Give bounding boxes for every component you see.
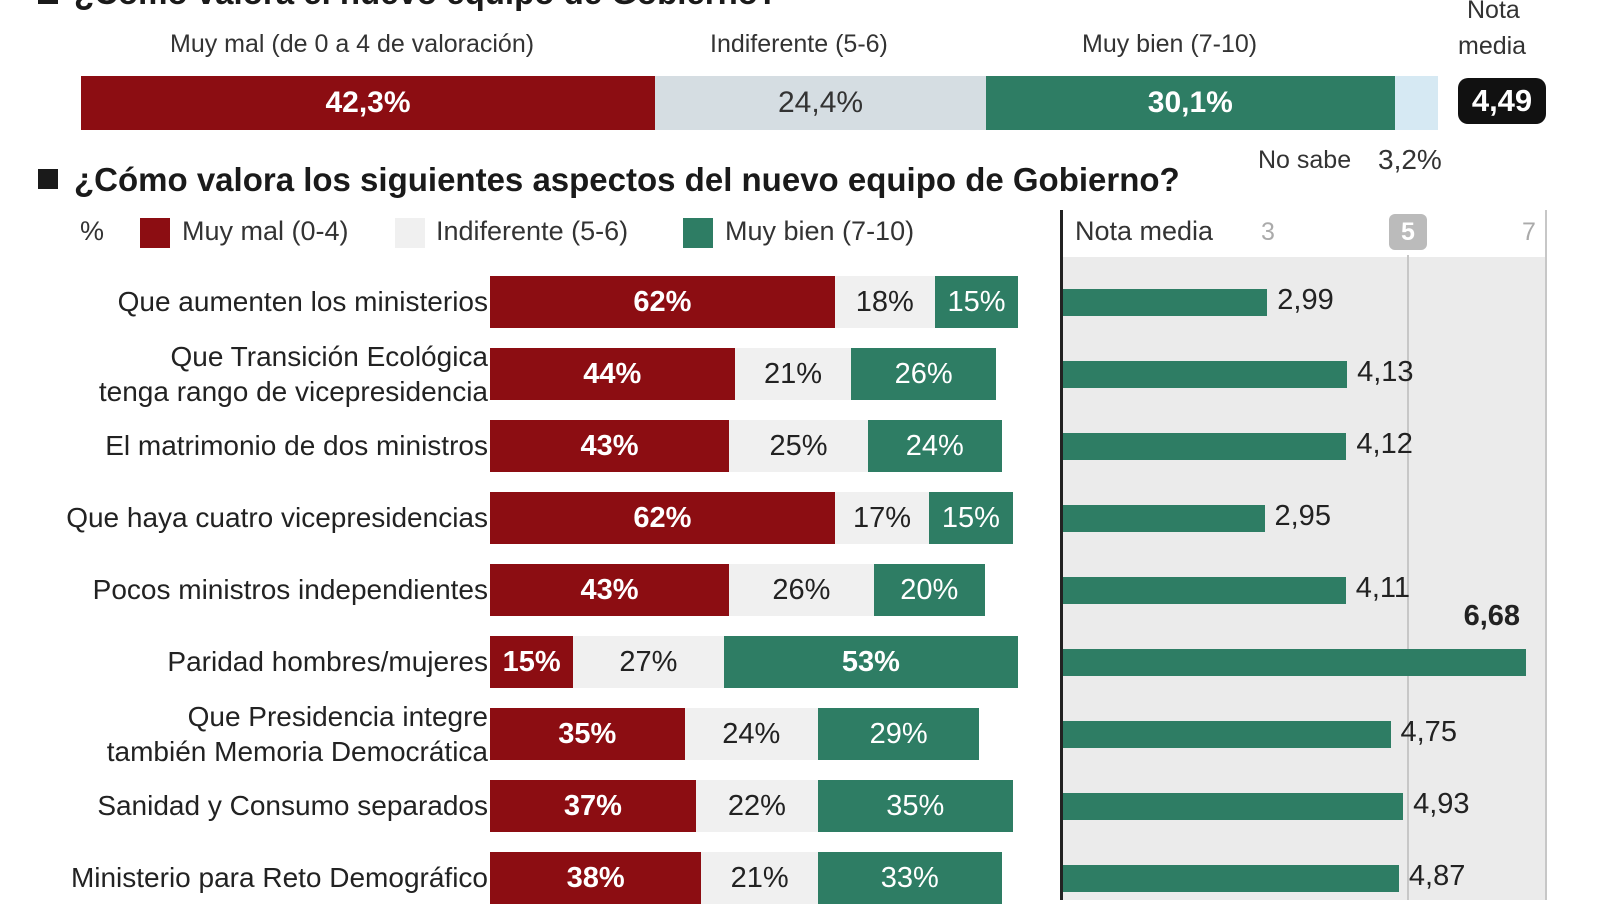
- bar-indiferente: 24%: [684, 708, 819, 760]
- nota-media-bar: [1063, 721, 1391, 748]
- nota-media-value: 4,75: [1400, 716, 1457, 748]
- nota-media-bar: [1063, 361, 1348, 388]
- nota-media-bar: [1063, 433, 1347, 460]
- bar-muy-bien: 35%: [818, 780, 1013, 832]
- top-seg-no-sabe: [1394, 76, 1438, 130]
- bar-muy-mal: 15%: [490, 636, 574, 688]
- nota-media-bar: [1063, 865, 1399, 892]
- bar-muy-bien: 53%: [723, 636, 1019, 688]
- nota-media-value: 4,12: [1356, 428, 1413, 460]
- row-label-line: Pocos ministros independientes: [92, 574, 488, 605]
- nota-media-bar: [1063, 577, 1346, 604]
- no-sabe-value: 3,2%: [1378, 144, 1442, 175]
- row-label: Que Transición Ecológica tenga rango de v…: [8, 339, 488, 409]
- bar-indiferente: 25%: [729, 420, 869, 472]
- row-label: Sanidad y Consumo separados: [8, 788, 488, 823]
- row-label-line: El matrimonio de dos ministros: [105, 430, 488, 461]
- nota-media-value: 4,13: [1357, 356, 1414, 388]
- row-label-line: Que aumenten los ministerios: [117, 286, 488, 317]
- nota-media-value: 4,93: [1413, 788, 1470, 820]
- bar-muy-bien: 24%: [868, 420, 1002, 472]
- bar-indiferente: 27%: [573, 636, 724, 688]
- row-label: Que aumenten los ministerios: [8, 284, 488, 319]
- tick-5: 5: [1389, 214, 1427, 250]
- bar-indiferente: 18%: [834, 276, 935, 328]
- legend-muy-bien: Muy bien (7-10): [725, 216, 915, 246]
- nota-media-header: Nota media: [1075, 216, 1214, 246]
- caption-muy-bien: Muy bien (7-10): [1082, 30, 1258, 58]
- legend-swatch-muy-mal: [140, 218, 170, 248]
- row-label: Pocos ministros independientes: [8, 572, 488, 607]
- caption-indiferente: Indiferente (5-6): [710, 30, 888, 58]
- nota-media-label-line2: media: [1458, 32, 1527, 60]
- tick-3: 3: [1261, 218, 1275, 246]
- legend-swatch-indiferente: [395, 218, 425, 248]
- bar-muy-mal: 44%: [490, 348, 735, 400]
- nota-media-bar: [1063, 793, 1404, 820]
- row-label-line: Sanidad y Consumo separados: [97, 790, 488, 821]
- bar-muy-bien: 26%: [851, 348, 996, 400]
- bar-indiferente: 21%: [701, 852, 819, 904]
- bar-muy-mal: 43%: [490, 420, 730, 472]
- row-label: Que haya cuatro vicepresidencias: [8, 500, 488, 535]
- bar-indiferente: 21%: [734, 348, 852, 400]
- bar-muy-bien: 20%: [873, 564, 985, 616]
- title-square-icon: [38, 0, 58, 4]
- row-label: El matrimonio de dos ministros: [8, 428, 488, 463]
- top-seg-muy-bien: 30,1%: [986, 76, 1395, 130]
- bar-indiferente: 22%: [695, 780, 819, 832]
- row-label-line: Que Presidencia integre: [187, 701, 488, 732]
- bar-muy-mal: 35%: [490, 708, 685, 760]
- caption-muy-mal: Muy mal (de 0 a 4 de valoración): [170, 30, 535, 58]
- tick-7: 7: [1522, 218, 1536, 246]
- nota-media-value: 4,11: [1355, 572, 1410, 604]
- nota-media-value: 6,68: [1463, 600, 1521, 632]
- nota-media-value: 4,87: [1408, 860, 1466, 892]
- bar-muy-bien: 15%: [934, 276, 1019, 328]
- bar-muy-mal: 62%: [490, 276, 835, 328]
- top-seg-muy-mal: 42,3%: [81, 76, 655, 130]
- nota-media-bar: [1063, 289, 1268, 316]
- bar-muy-bien: 15%: [929, 492, 1013, 544]
- no-sabe-label: No sabe: [1258, 146, 1352, 174]
- nota-media-value: 2,99: [1277, 284, 1334, 316]
- row-label: Ministerio para Reto Demográfico: [8, 860, 488, 895]
- row-label: Paridad hombres/mujeres: [8, 644, 488, 679]
- aspects-chart-title: ¿Cómo valora los siguientes aspectos del…: [74, 161, 1180, 198]
- row-label-line: tenga rango de vicepresidencia: [98, 376, 488, 407]
- row-label-line: Que haya cuatro vicepresidencias: [66, 502, 488, 533]
- legend-indiferente: Indiferente (5-6): [436, 216, 629, 246]
- bar-muy-mal: 37%: [490, 780, 696, 832]
- title-square-icon-2: [38, 169, 58, 189]
- gridline-5: [1407, 255, 1409, 900]
- bar-muy-mal: 38%: [490, 852, 702, 904]
- nota-media-badge: 4,49: [1458, 78, 1546, 124]
- bar-muy-mal: 62%: [490, 492, 835, 544]
- bar-muy-bien: 33%: [818, 852, 1002, 904]
- bar-muy-mal: 43%: [490, 564, 730, 616]
- bar-indiferente: 17%: [834, 492, 930, 544]
- row-label-line: Paridad hombres/mujeres: [167, 646, 488, 677]
- row-label-line: Que Transición Ecológica: [170, 341, 488, 372]
- legend-muy-mal: Muy mal (0-4): [182, 216, 349, 246]
- bar-indiferente: 26%: [729, 564, 874, 616]
- nota-media-bar: [1063, 649, 1526, 676]
- top-seg-indiferente: 24,4%: [655, 76, 987, 130]
- row-label-line: Ministerio para Reto Demográfico: [70, 862, 488, 893]
- panel-divider: [1060, 210, 1063, 900]
- legend-percent: %: [80, 216, 105, 246]
- bar-muy-bien: 29%: [818, 708, 980, 760]
- panel-right-edge: [1545, 210, 1547, 900]
- nota-media-label-line1: Nota: [1467, 0, 1520, 24]
- row-label: Que Presidencia integre también Memoria D…: [8, 699, 488, 769]
- nota-media-bar: [1063, 505, 1265, 532]
- top-chart-title: ¿Cómo valora el nuevo equipo de Gobierno…: [74, 0, 778, 12]
- row-label-line: también Memoria Democrática: [106, 736, 488, 767]
- nota-media-value: 2,95: [1274, 500, 1331, 532]
- legend-swatch-muy-bien: [683, 218, 713, 248]
